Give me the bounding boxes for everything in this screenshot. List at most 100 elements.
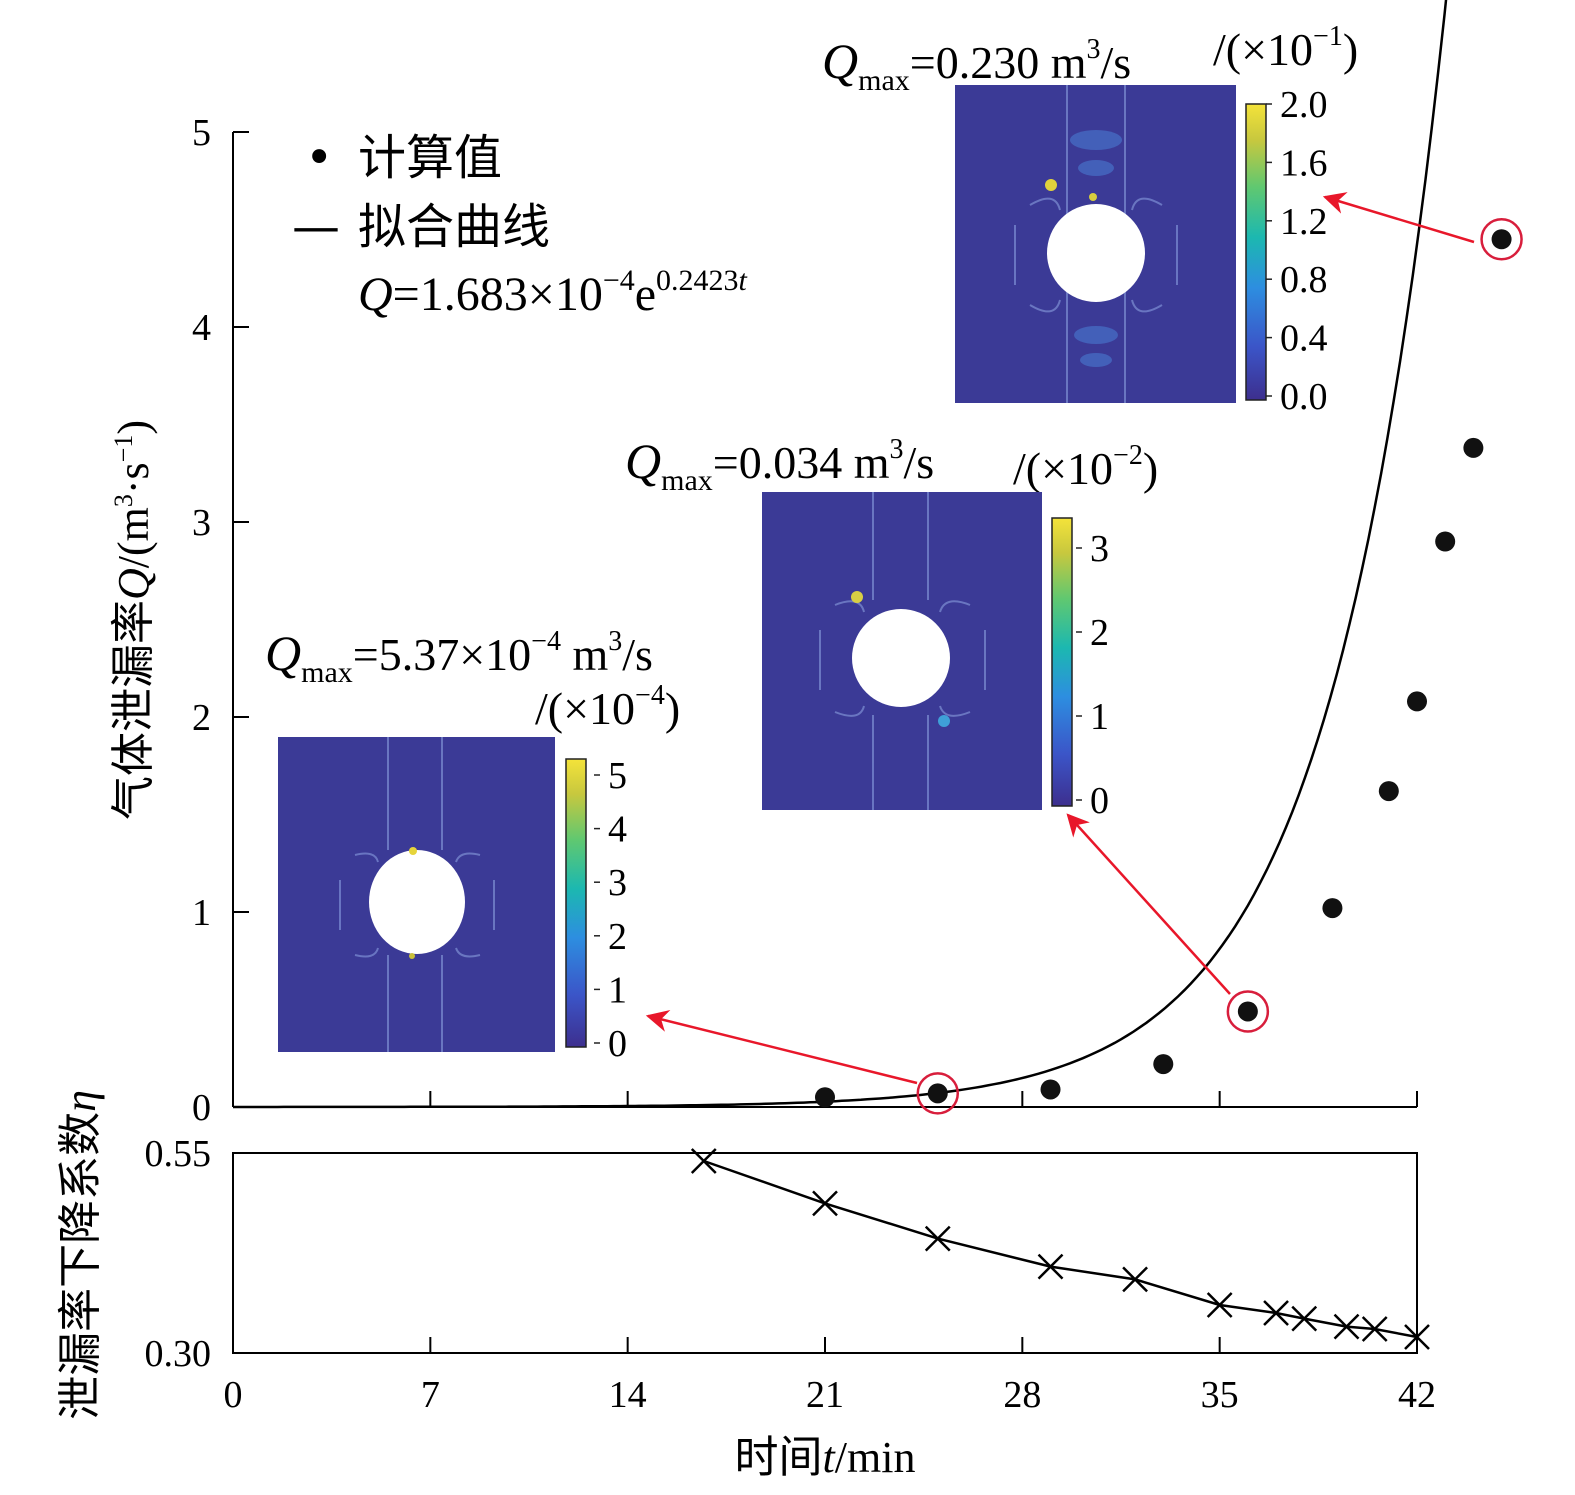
colorbar-tick-label: 1.2 [1280, 201, 1328, 243]
colorbar-tick-label: 2.0 [1280, 84, 1328, 126]
colorbar-tick-label: 0.8 [1280, 259, 1328, 301]
inset-2-hotspot [938, 715, 950, 727]
data-point [1463, 437, 1484, 458]
inset-1-hotspot [409, 953, 415, 959]
data-point [1407, 691, 1427, 712]
highlight-circle [916, 1072, 960, 1115]
inset-1-hole [369, 850, 465, 954]
upper-y-tick-label: 5 [192, 112, 211, 154]
eta-line [703, 1159, 1418, 1339]
eta-point [690, 1148, 717, 1174]
colorbar-tick-label: 3 [608, 862, 627, 904]
data-point [1153, 1054, 1174, 1075]
x-tick-label: 7 [421, 1374, 440, 1416]
inset-2-scale: /(×10−2) [1013, 440, 1158, 494]
inset-3-colorbar [1245, 103, 1267, 401]
inset-1-hotspot [409, 847, 417, 855]
inset-field-3: Qmax=0.230 m3/s /(×10−1) 2.0 1.6 1.2 0.8 0.4… [822, 21, 1358, 418]
upper-y-tick-label: 1 [192, 892, 211, 934]
inset-1-colorbar-ticks: 5 4 3 2 1 0 [594, 755, 627, 1065]
upper-y-axis-title: 气体泄漏率Q/(m3·s−1) [108, 420, 159, 820]
legend-marker: • [305, 130, 333, 186]
eta-point [924, 1225, 951, 1252]
legend-fit-label: 拟合曲线 [358, 199, 550, 255]
colorbar-tick-label: 2 [608, 916, 627, 958]
colorbar-tick-label: 4 [608, 809, 627, 851]
arrow-to-inset-3 [1322, 192, 1475, 244]
upper-panel: 0 1 2 3 4 5 气体泄漏率Q/(m3·s−1) • 计算值 — 拟合曲线 Q=1.… [108, 0, 1523, 1129]
lower-panel: 0.30 0.55 0 7 14 21 28 35 42 泄漏率下降系数η 时间t/min [55, 1090, 1436, 1483]
colorbar-tick-label: 0.4 [1280, 318, 1328, 360]
colorbar-tick-label: 0 [1090, 780, 1109, 822]
upper-y-tick-label: 0 [192, 1087, 211, 1129]
x-axis-title: 时间t/min [735, 1432, 916, 1483]
colorbar-tick-label: 1 [1090, 696, 1109, 738]
fit-formula: Q=1.683×10−4e0.2423t [358, 264, 748, 321]
lower-y-tick-label: 0.30 [145, 1333, 212, 1375]
colorbar-tick-label: 1.6 [1280, 142, 1328, 184]
data-point [1322, 898, 1343, 919]
colorbar-tick-label: 0 [608, 1023, 627, 1065]
inset-2-colorbar-ticks: 3 2 1 0 [1076, 528, 1109, 822]
inset-3-scale: /(×10−1) [1213, 21, 1358, 75]
eta-point [1291, 1305, 1318, 1332]
colorbar-tick-label: 0.0 [1280, 376, 1328, 418]
data-point [1237, 1001, 1258, 1022]
x-tick-label: 21 [806, 1374, 844, 1416]
inset-1-colorbar [565, 758, 587, 1048]
inset-2-colorbar [1051, 517, 1073, 807]
inset-2-hole [852, 609, 950, 707]
inset-2-hotspot [851, 591, 863, 603]
lower-axes-frame [232, 1152, 1418, 1354]
data-point [927, 1083, 948, 1104]
upper-y-tick-label: 3 [192, 502, 211, 544]
upper-y-ticks: 0 1 2 3 4 5 [192, 112, 249, 1129]
data-point [1378, 781, 1399, 802]
data-point [1040, 1079, 1061, 1100]
inset-3-hole [1047, 204, 1145, 302]
eta-point [1122, 1266, 1148, 1293]
data-point [1435, 531, 1456, 552]
inset-1-features [339, 737, 495, 1052]
inset-1-qmax: Qmax=5.37×10−4 m3/s [265, 625, 653, 689]
x-tick-label: 0 [224, 1374, 243, 1416]
eta-point [1404, 1324, 1430, 1350]
inset-1-scale: /(×10−4) [535, 680, 680, 734]
lower-y-axis-title: 泄漏率下降系数η [55, 1090, 106, 1420]
legend-points-label: 计算值 [358, 130, 502, 186]
x-tick-label: 35 [1201, 1374, 1239, 1416]
x-tick-label: 14 [609, 1374, 647, 1416]
colorbar-tick-label: 1 [608, 969, 627, 1011]
x-tick-label: 28 [1003, 1374, 1041, 1416]
inset-field-2: Qmax=0.034 m3/s /(×10−2) 3 2 1 0 [625, 433, 1158, 822]
inset-3-colorbar-ticks: 2.0 1.6 1.2 0.8 0.4 0.0 [1266, 84, 1328, 418]
lower-y-tick-label: 0.55 [145, 1133, 212, 1175]
legend: • 计算值 — 拟合曲线 Q=1.683×10−4e0.2423t [292, 130, 748, 321]
upper-y-tick-label: 4 [192, 307, 211, 349]
x-tick-label: 42 [1398, 1374, 1436, 1416]
inset-field-1: Qmax=5.37×10−4 m3/s /(×10−4) 5 4 3 2 1 0 [265, 625, 680, 1065]
arrow-to-inset-2 [1066, 813, 1231, 995]
highlight-circle [1226, 990, 1270, 1033]
callout-arrows [645, 192, 1475, 1085]
eta-point [1263, 1300, 1289, 1326]
colorbar-tick-label: 3 [1090, 528, 1109, 570]
legend-line-symbol: — [292, 199, 340, 255]
highlight-circles [916, 218, 1523, 1115]
inset-3-hotspot [1045, 179, 1057, 191]
calculated-points [815, 229, 1512, 1108]
fit-curve [233, 0, 1448, 1109]
eta-point [1037, 1253, 1064, 1280]
inset-3-speckle [1070, 130, 1122, 367]
colorbar-tick-label: 2 [1090, 612, 1109, 654]
inset-3-hotspot [1089, 193, 1097, 201]
upper-y-tick-label: 2 [192, 697, 211, 739]
data-point [1491, 229, 1512, 250]
eta-point [1361, 1316, 1388, 1342]
data-point [815, 1087, 835, 1108]
eta-points [690, 1148, 1430, 1350]
highlight-circle [1480, 218, 1523, 261]
arrow-to-inset-1 [645, 1009, 918, 1085]
eta-point [1333, 1313, 1360, 1340]
